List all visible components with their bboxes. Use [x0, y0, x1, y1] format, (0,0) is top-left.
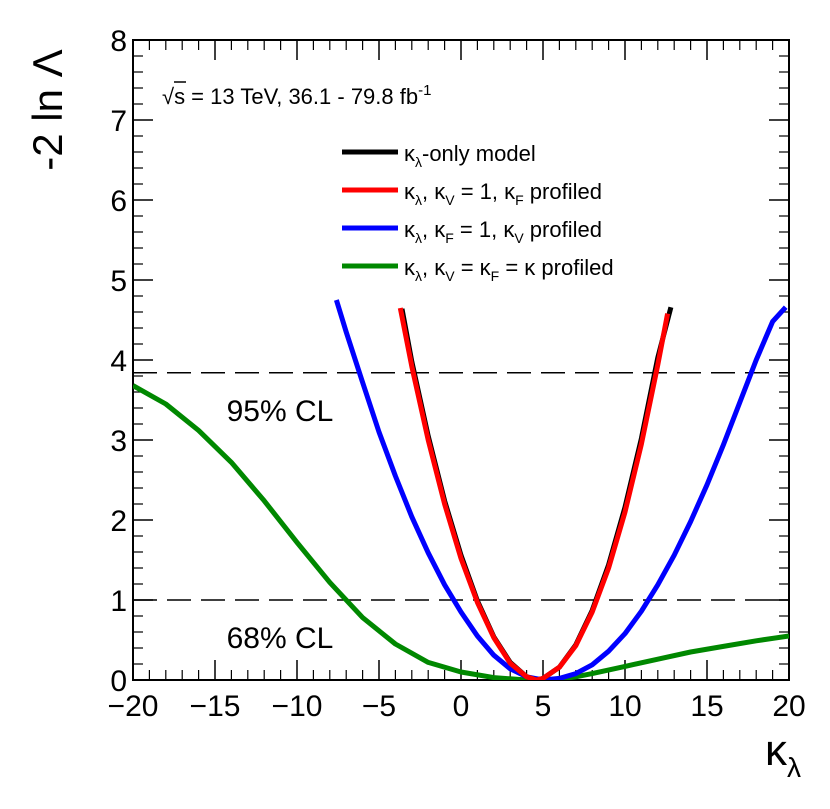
curve-kf_fixed [334, 299, 788, 680]
y-tick-label: 8 [110, 25, 127, 58]
y-tick-label: 0 [110, 665, 127, 698]
x-tick-label: 5 [535, 690, 552, 723]
y-tick-label: 2 [110, 505, 127, 538]
energy-lumi-label: √s = 13 TeV, 36.1 - 79.8 fb-1 [162, 82, 431, 109]
y-tick-label: 7 [110, 105, 127, 138]
tick-labels: −20 −15 −10 −5 0 5 10 15 20 0 1 2 3 4 5 6 7 8 [108, 25, 806, 723]
axis-ticks [132, 39, 790, 681]
legend: κλ-only model κλ, κV = 1, κF profiled κλ, … [342, 141, 614, 284]
x-tick-label: −5 [362, 690, 396, 723]
plot-frame [132, 39, 790, 681]
legend-entry-kv_eq_kf: κλ, κV = κF = κ profiled [404, 255, 614, 284]
x-tick-label: −20 [108, 690, 159, 723]
y-tick-label: 6 [110, 185, 127, 218]
x-tick-label: 20 [772, 690, 805, 723]
y-tick-label: 4 [110, 345, 127, 378]
legend-entry-kv_fixed: κλ, κV = 1, κF profiled [404, 179, 602, 208]
x-tick-label: 0 [453, 690, 470, 723]
reference-lines [133, 372, 789, 601]
lumi-exponent: -1 [418, 82, 431, 99]
x-tick-label: 10 [608, 690, 641, 723]
x-axis-subscript: λ [787, 752, 801, 783]
reference-labels: 95% CL 68% CL [227, 395, 334, 655]
legend-entry-kl_only: κλ-only model [404, 141, 536, 170]
curves [133, 299, 789, 680]
curve-kv_fixed [397, 307, 671, 680]
legend-entry-kf_fixed: κλ, κF = 1, κV profiled [404, 217, 602, 246]
cl-label: 68% CL [227, 622, 334, 655]
x-axis-title: κλ [765, 726, 801, 783]
y-tick-label: 3 [110, 425, 127, 458]
cl-label: 95% CL [227, 395, 334, 428]
x-tick-label: −15 [190, 690, 241, 723]
y-axis-title: -2 ln Λ [24, 49, 71, 170]
y-tick-label: 5 [110, 265, 127, 298]
x-tick-label: 15 [690, 690, 723, 723]
y-tick-label: 1 [110, 585, 127, 618]
curve-kv_eq_kf [133, 383, 789, 680]
x-tick-label: −10 [272, 690, 323, 723]
